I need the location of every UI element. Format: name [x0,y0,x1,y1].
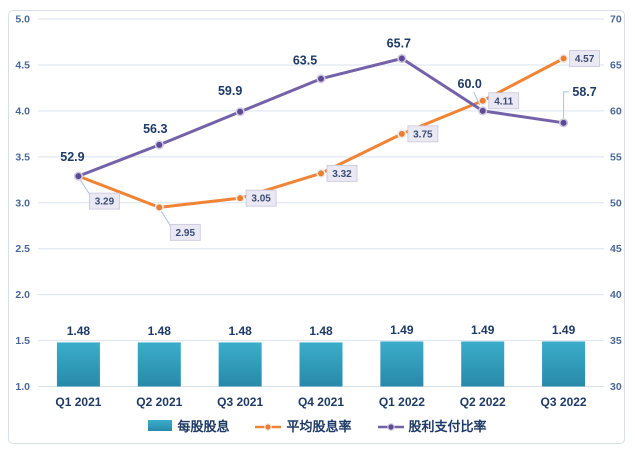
legend-marker-dot [386,422,395,431]
right-axis-tick-label: 65 [610,59,622,71]
left-axis-tick-label: 3.0 [15,197,30,209]
boxed-data-label: 3.32 [332,169,352,180]
left-axis-tick-label: 2.0 [15,289,30,301]
right-axis-tick-label: 70 [610,14,622,26]
legend-label-average-dividend-yield: 平均股息率 [286,419,352,434]
data-point-marker [235,193,245,203]
left-axis-tick-label: 4.0 [15,105,30,117]
bar-data-label: 1.48 [148,324,172,338]
label-leader-line [473,91,481,106]
left-axis-tick-label: 1.0 [15,381,30,393]
data-point-marker [73,171,84,181]
legend-label-payout-ratio: 股利支付比率 [408,419,487,434]
x-axis-category-label: Q2 2021 [136,395,182,409]
data-point-marker [316,74,326,84]
left-axis-tick-label: 1.5 [15,335,30,347]
x-axis-category-label: Q1 2021 [55,395,101,409]
line-data-label: 59.9 [218,84,242,98]
x-axis-category-label: Q4 2021 [298,395,344,409]
label-leader-line [563,91,569,118]
orange-line-swatch-icon [255,420,282,432]
bar-data-label: 1.49 [390,323,414,337]
bar-data-label: 1.49 [471,323,495,337]
data-point-marker [154,202,164,212]
legend-line-glyph [377,422,404,431]
label-leader-line [160,211,171,226]
boxed-data-label: 4.11 [494,96,513,107]
data-point-marker [478,106,488,116]
right-axis-tick-label: 45 [610,243,622,255]
bar-data-label: 1.48 [67,324,91,338]
legend-item-average-dividend-yield: 平均股息率 [255,416,352,435]
data-label-box [569,50,600,67]
x-axis-category-label: Q3 2021 [217,395,263,409]
label-leader-line [80,179,90,195]
data-point-marker [235,107,245,117]
data-label-box [326,164,358,182]
line-data-label: 56.3 [143,122,167,136]
bar [137,342,181,387]
x-axis-category-label: Q2 2022 [460,395,506,409]
data-point-marker [478,96,488,106]
bar-series-swatch-icon [148,420,173,431]
purple-line-swatch-icon [377,420,404,432]
line-data-label: 52.9 [60,150,84,164]
boxed-data-label: 3.05 [251,194,271,205]
line-data-label: 58.7 [572,85,596,99]
data-point-marker [558,118,569,128]
right-axis-tick-label: 55 [610,151,622,163]
data-point-marker [397,129,407,139]
left-axis-tick-label: 2.5 [15,243,30,255]
data-label-box [169,223,201,241]
left-axis-tick-label: 5.0 [15,14,30,26]
bar [299,342,343,387]
right-axis-tick-label: 40 [610,289,622,301]
line-data-label: 63.5 [293,54,317,68]
data-point-marker [316,168,326,178]
boxed-data-label: 3.75 [413,129,433,140]
right-axis-tick-label: 30 [610,381,622,393]
bar-data-label: 1.48 [309,324,333,338]
data-point-marker [558,53,569,64]
legend: 每股股息 平均股息率 股利支付比率 [0,416,635,435]
data-label-box [89,192,120,210]
boxed-data-label: 3.29 [95,197,115,208]
right-axis-tick-label: 35 [610,335,622,347]
left-axis-tick-label: 4.5 [15,59,30,71]
data-label-box [245,189,277,207]
legend-item-payout-ratio: 股利支付比率 [377,416,487,435]
x-axis-category-label: Q3 2022 [541,395,587,409]
line-data-label: 60.0 [458,77,482,91]
boxed-data-label: 4.57 [575,54,595,65]
bar-data-label: 1.49 [552,323,576,337]
right-axis-tick-label: 50 [610,197,622,209]
bar [218,342,262,387]
left-axis-tick-label: 3.5 [15,151,30,163]
right-axis-tick-label: 60 [610,105,622,117]
bar [542,341,586,387]
bar [56,342,100,387]
bar-data-label: 1.48 [228,324,252,338]
bar [461,341,505,387]
line-data-label: 65.7 [387,37,411,51]
boxed-data-label: 2.95 [176,228,196,239]
legend-line-glyph [255,422,282,431]
data-point-marker [154,140,164,150]
x-axis-category-label: Q1 2022 [379,395,425,409]
legend-label-dividend-per-share: 每股股息 [177,419,230,434]
bar [380,341,424,387]
data-label-box [407,125,439,143]
data-point-marker [397,53,407,64]
legend-marker-dot [264,422,273,431]
legend-item-dividend-per-share: 每股股息 [148,416,229,435]
data-label-box [488,92,520,110]
